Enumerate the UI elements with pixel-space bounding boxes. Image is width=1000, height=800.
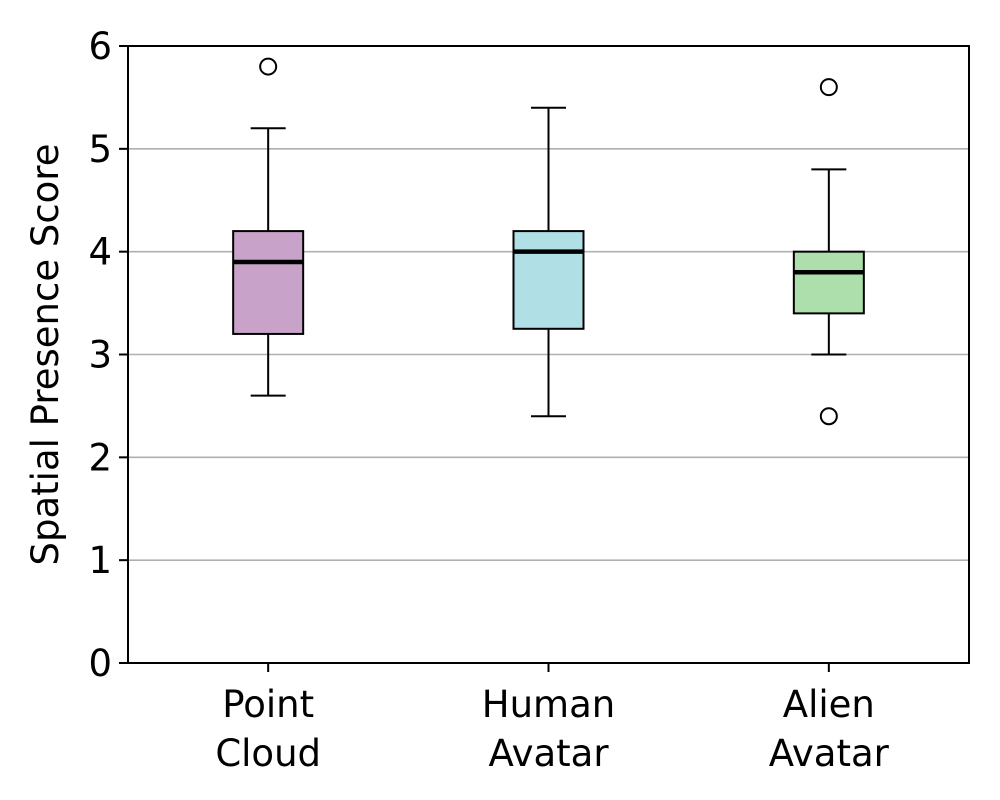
- outlier-point: [819, 407, 838, 426]
- y-axis-title: Spatial Presence Score: [24, 144, 67, 566]
- y-tick-label: 5: [88, 128, 112, 171]
- box-group: [792, 78, 865, 426]
- boxes: [232, 57, 865, 426]
- x-tick-label-line2: Avatar: [488, 732, 609, 775]
- x-tick-label-line1: Point: [222, 683, 314, 726]
- x-tick-label-line2: Avatar: [769, 732, 890, 775]
- x-tick-label-line2: Cloud: [215, 732, 321, 775]
- x-tick-label-line1: Alien: [783, 683, 875, 726]
- y-tick-label: 1: [88, 539, 112, 582]
- y-tick-label: 6: [88, 25, 112, 68]
- outlier-point: [819, 78, 838, 97]
- y-tick-label: 0: [88, 642, 112, 685]
- box-group: [232, 57, 305, 397]
- x-tick-label-line1: Human: [482, 683, 615, 726]
- y-tick-label: 3: [88, 334, 112, 377]
- box-group: [512, 106, 585, 418]
- y-tick-label: 4: [88, 231, 112, 274]
- x-axis-ticks: Point Cloud Human Avatar Alien Avatar: [215, 663, 890, 775]
- iqr-box: [232, 230, 305, 335]
- y-tick-label: 2: [88, 436, 112, 479]
- y-axis-ticks: 0 1 2 3 4 5 6: [88, 25, 128, 685]
- outlier-point: [259, 57, 278, 76]
- iqr-box: [512, 230, 585, 330]
- iqr-box: [792, 250, 865, 315]
